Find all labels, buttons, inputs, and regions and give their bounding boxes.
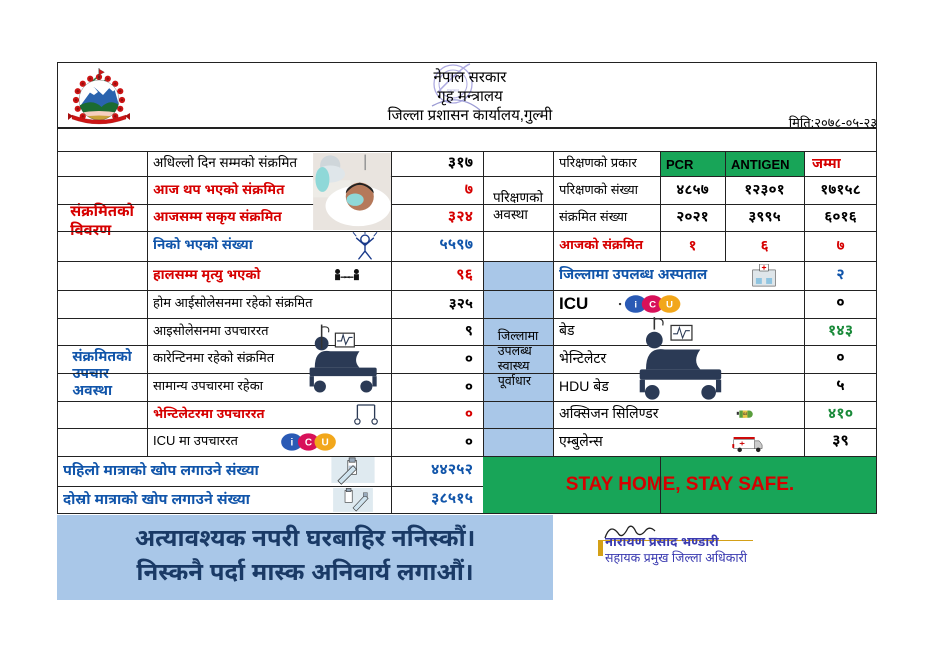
- svg-text:U: U: [322, 438, 329, 449]
- svg-text:C: C: [649, 300, 656, 311]
- svg-text:प्रशासन: प्रशासन: [447, 88, 459, 94]
- svg-text:O2: O2: [743, 412, 747, 416]
- svg-text:C: C: [305, 438, 312, 449]
- svg-text:जिल्ला: जिल्ला: [447, 74, 460, 81]
- svg-text:U: U: [666, 300, 673, 311]
- svg-text:i: i: [634, 300, 637, 311]
- svg-text:i: i: [290, 438, 293, 449]
